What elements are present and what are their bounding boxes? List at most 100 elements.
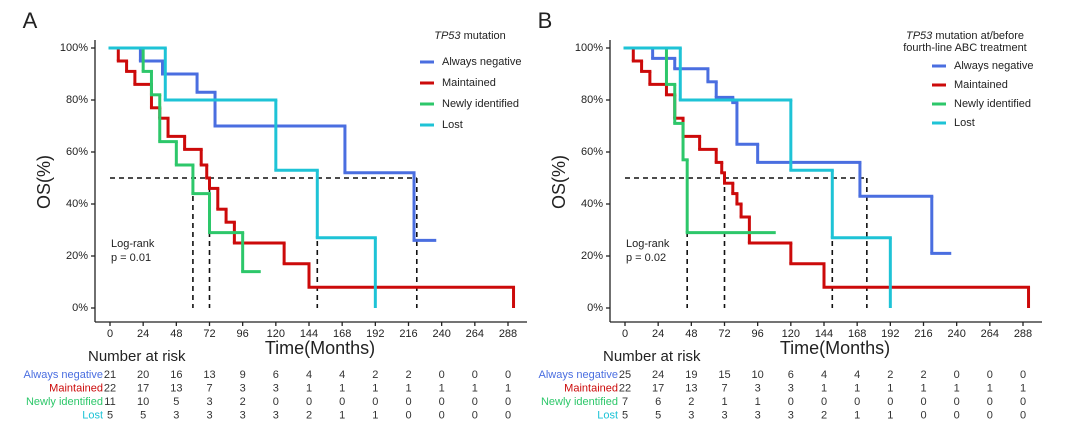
- risk-value: 25: [619, 369, 631, 381]
- risk-value: 22: [619, 382, 631, 394]
- x-tick-label: 96: [237, 328, 249, 340]
- x-tick-label: 144: [300, 328, 318, 340]
- risk-value: 7: [622, 396, 628, 408]
- risk-value: 10: [752, 369, 764, 381]
- risk-value: 4: [339, 369, 345, 381]
- risk-value: 0: [505, 409, 511, 421]
- risk-row-label: Newly identified: [26, 396, 103, 408]
- legend-label: Newly identified: [442, 98, 519, 110]
- risk-value: 0: [472, 396, 478, 408]
- risk-value: 0: [505, 369, 511, 381]
- risk-row-label: Maintained: [564, 382, 618, 394]
- risk-value: 2: [405, 369, 411, 381]
- x-tick-label: 264: [981, 328, 999, 340]
- risk-value: 2: [372, 369, 378, 381]
- risk-value: 13: [203, 369, 215, 381]
- x-tick-label: 192: [366, 328, 384, 340]
- risk-row-label: Always negative: [539, 369, 619, 381]
- y-tick-label: 0%: [72, 302, 88, 314]
- risk-value: 3: [273, 382, 279, 394]
- y-tick-label: 80%: [66, 94, 88, 106]
- risk-value: 1: [987, 382, 993, 394]
- risk-value: 0: [1020, 409, 1026, 421]
- x-tick-label: 288: [1014, 328, 1032, 340]
- risk-value: 1: [306, 382, 312, 394]
- x-tick-label: 0: [622, 328, 628, 340]
- y-tick-label: 80%: [581, 94, 603, 106]
- y-tick-label: 60%: [66, 146, 88, 158]
- legend-title-italic: TP53: [906, 30, 933, 42]
- risk-row-label: Lost: [82, 409, 103, 421]
- risk-title: Number at risk: [88, 348, 186, 365]
- risk-row-label: Maintained: [49, 382, 103, 394]
- risk-value: 3: [721, 409, 727, 421]
- y-tick-label: 40%: [581, 198, 603, 210]
- risk-value: 0: [505, 396, 511, 408]
- risk-value: 0: [854, 396, 860, 408]
- risk-value: 1: [721, 396, 727, 408]
- risk-value: 4: [821, 369, 827, 381]
- risk-value: 0: [788, 396, 794, 408]
- x-tick-label: 144: [815, 328, 833, 340]
- risk-value: 19: [685, 369, 697, 381]
- x-tick-label: 240: [947, 328, 965, 340]
- risk-value: 1: [372, 382, 378, 394]
- annotation: Log-rank: [111, 238, 155, 250]
- annotation: p = 0.01: [111, 252, 151, 264]
- risk-value: 0: [987, 396, 993, 408]
- risk-value: 1: [339, 382, 345, 394]
- legend-label: Always negative: [442, 56, 522, 68]
- x-axis-title: Time(Months): [780, 338, 890, 358]
- risk-value: 0: [1020, 369, 1026, 381]
- risk-value: 16: [170, 369, 182, 381]
- legend-label: Newly identified: [954, 98, 1031, 110]
- risk-value: 11: [104, 396, 115, 408]
- risk-value: 1: [887, 409, 893, 421]
- risk-value: 3: [273, 409, 279, 421]
- risk-value: 24: [652, 369, 664, 381]
- risk-value: 3: [206, 396, 212, 408]
- risk-value: 1: [854, 382, 860, 394]
- risk-value: 7: [721, 382, 727, 394]
- risk-value: 0: [439, 369, 445, 381]
- risk-value: 0: [920, 396, 926, 408]
- risk-value: 5: [140, 409, 146, 421]
- risk-value: 0: [439, 409, 445, 421]
- risk-value: 1: [854, 409, 860, 421]
- risk-value: 3: [755, 382, 761, 394]
- risk-value: 0: [439, 396, 445, 408]
- risk-value: 0: [372, 396, 378, 408]
- risk-value: 4: [854, 369, 860, 381]
- x-tick-label: 120: [782, 328, 800, 340]
- risk-value: 1: [372, 409, 378, 421]
- x-axis-title: Time(Months): [265, 338, 375, 358]
- km-curve: [108, 46, 261, 274]
- risk-value: 3: [688, 409, 694, 421]
- risk-value: 5: [622, 409, 628, 421]
- risk-value: 3: [206, 409, 212, 421]
- risk-value: 22: [104, 382, 116, 394]
- km-curve: [623, 46, 1031, 308]
- risk-value: 15: [718, 369, 730, 381]
- risk-value: 1: [505, 382, 511, 394]
- risk-value: 5: [107, 409, 113, 421]
- y-tick-label: 100%: [60, 42, 88, 54]
- legend-title: TP53 mutation at/before: [906, 30, 1024, 42]
- x-tick-label: 288: [499, 328, 517, 340]
- risk-value: 2: [920, 369, 926, 381]
- risk-title: Number at risk: [603, 348, 701, 365]
- risk-value: 1: [1020, 382, 1026, 394]
- risk-value: 0: [954, 396, 960, 408]
- km-curve: [623, 46, 952, 255]
- risk-value: 0: [472, 369, 478, 381]
- legend-label: Lost: [442, 119, 463, 131]
- risk-value: 20: [137, 369, 149, 381]
- risk-value: 21: [104, 369, 116, 381]
- risk-value: 0: [273, 396, 279, 408]
- risk-value: 5: [173, 396, 179, 408]
- x-tick-label: 216: [914, 328, 932, 340]
- risk-value: 1: [755, 396, 761, 408]
- risk-value: 2: [887, 369, 893, 381]
- legend-title-italic: TP53: [434, 30, 461, 42]
